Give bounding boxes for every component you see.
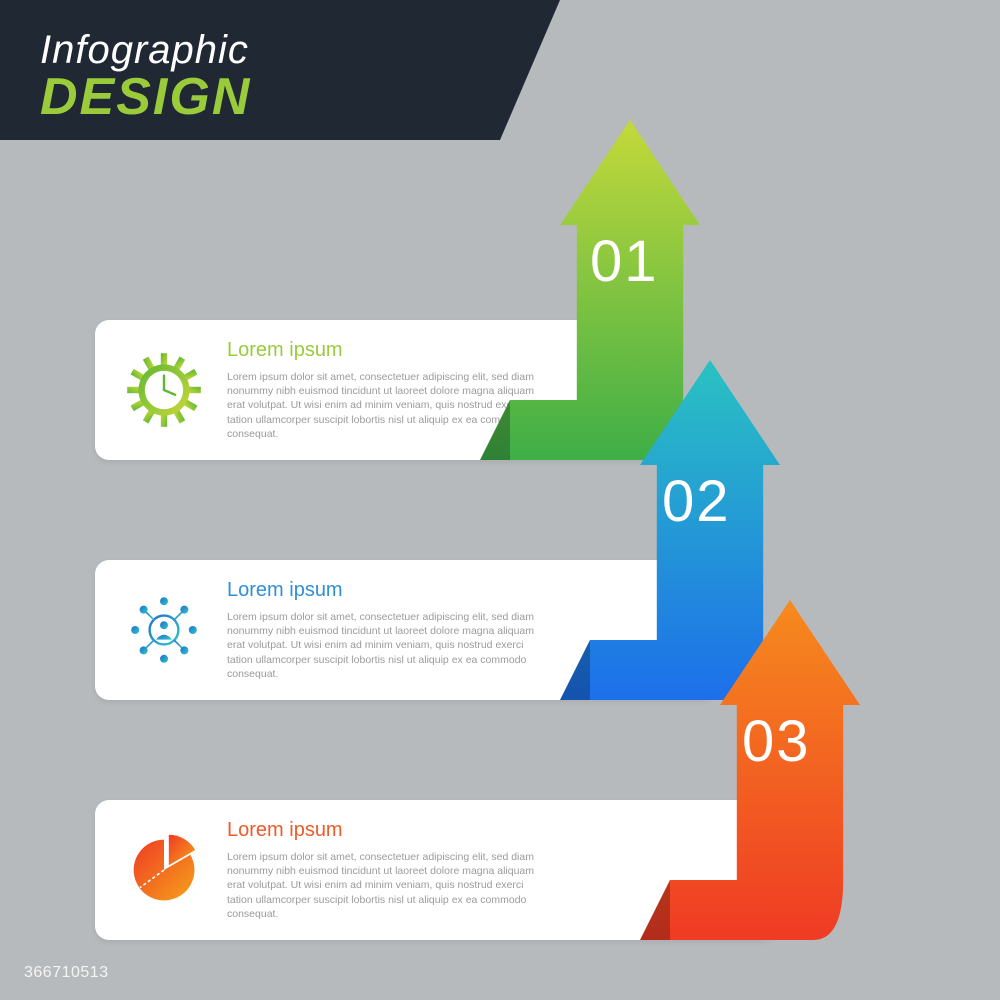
watermark: 366710513	[24, 964, 109, 982]
card-body: Lorem ipsum dolor sit amet, consectetuer…	[227, 610, 539, 681]
gear-clock-icon	[119, 345, 209, 435]
network-user-icon	[119, 585, 209, 675]
step-number: 01	[590, 228, 659, 295]
step-number: 02	[662, 468, 731, 535]
card-body: Lorem ipsum dolor sit amet, consectetuer…	[227, 370, 539, 441]
card-body: Lorem ipsum dolor sit amet, consectetuer…	[227, 850, 539, 921]
header: InfographicDESIGN	[0, 0, 291, 140]
step-number: 03	[742, 708, 811, 775]
card-title: Lorem ipsum	[227, 819, 539, 842]
card-title: Lorem ipsum	[227, 579, 539, 602]
pie-chart-icon	[119, 825, 209, 915]
step-arrow-3: 03	[720, 600, 860, 945]
header-line2: DESIGN	[40, 67, 251, 127]
card-title: Lorem ipsum	[227, 339, 539, 362]
